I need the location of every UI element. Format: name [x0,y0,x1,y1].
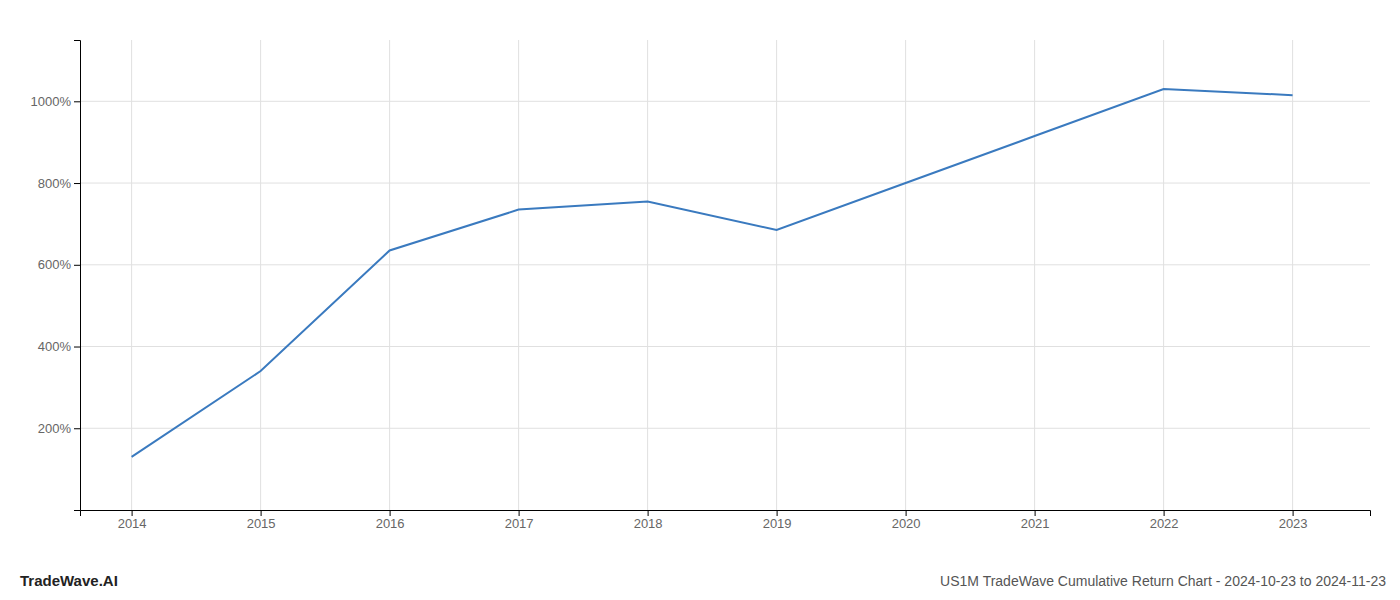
grid-line [647,40,648,510]
x-axis-tick-label: 2019 [763,516,792,531]
x-axis-tick-label: 2022 [1150,516,1179,531]
grid-line [80,428,1370,429]
grid-line [80,346,1370,347]
y-axis-tick: 200% [38,421,80,436]
x-axis-tick-mark [906,510,907,516]
grid-line [905,40,906,510]
x-axis-tick-mark [132,510,133,516]
x-axis-tick: 2017 [505,510,534,531]
grid-line [1163,40,1164,510]
x-axis-tick: 2021 [1021,510,1050,531]
grid-line [518,40,519,510]
x-axis-tick-label: 2023 [1279,516,1308,531]
x-axis-tick-mark [777,510,778,516]
y-axis-tick-mark [74,428,80,429]
footer: TradeWave.AI [20,572,118,589]
y-axis-tick: 600% [38,257,80,272]
grid-line [260,40,261,510]
x-axis-tick-mark [648,510,649,516]
title: US1M TradeWave Cumulative Return Chart -… [940,573,1386,589]
grid-line [131,40,132,510]
y-axis: 200% 400% 600% 800% 1000% [31,41,81,511]
x-axis-tick-label: 2014 [118,516,147,531]
grid-line [1034,40,1035,510]
x-axis-tick-label: 2017 [505,516,534,531]
x-axis-tick-mark [1035,510,1036,516]
x-axis-tick-label: 2021 [1021,516,1050,531]
y-axis-tick-mark [74,101,80,102]
x-axis-tick: 2020 [892,510,921,531]
y-axis-tick-label: 400% [38,339,72,354]
x-axis-tick: 2019 [763,510,792,531]
line [132,89,1293,457]
x-axis-tick-mark [261,510,262,516]
x-axis-tick: 2022 [1150,510,1179,531]
y-axis-tick-mark [74,183,80,184]
grid-line [776,40,777,510]
x-axis-tick-label: 2018 [634,516,663,531]
x-axis-tick: 2015 [247,510,276,531]
y-axis-tick: 800% [38,176,80,191]
x-axis: 2014 2015 2016 2017 2018 2019 2020 2021 2022 2023 [81,510,1371,531]
x-axis-tick-label: 2020 [892,516,921,531]
x-axis-tick: 2016 [376,510,405,531]
x-axis-tick-label: 2016 [376,516,405,531]
grid-line [389,40,390,510]
grid-line [80,101,1370,102]
marks [132,89,1293,457]
plot: 2014 2015 2016 2017 2018 2019 2020 2021 2022 2023… [31,40,1371,531]
x-axis-tick: 2018 [634,510,663,531]
y-axis-tick: 400% [38,339,80,354]
x-axis-tick-mark [519,510,520,516]
x-axis-tick: 2023 [1279,510,1308,531]
grid [80,40,1370,510]
y-axis-tick-label: 800% [38,176,72,191]
y-axis-tick-label: 600% [38,257,72,272]
grid-line [80,264,1370,265]
x-axis-tick: 2014 [118,510,147,531]
grid-line [1292,40,1293,510]
x-axis-line [81,511,1371,517]
y-axis-tick-label: 1000% [31,94,72,109]
x-axis-tick-mark [1164,510,1165,516]
y-axis-tick-mark [74,347,80,348]
x-axis-tick-mark [1293,510,1294,516]
y-axis-tick-mark [74,265,80,266]
chart: 2014 2015 2016 2017 2018 2019 2020 2021 2022 2023… [0,0,1400,600]
y-axis-tick-label: 200% [38,421,72,436]
y-axis-tick: 1000% [31,94,80,109]
x-axis-tick-mark [390,510,391,516]
x-axis-tick-label: 2015 [247,516,276,531]
y-axis-line [74,41,81,511]
grid-line [80,183,1370,184]
